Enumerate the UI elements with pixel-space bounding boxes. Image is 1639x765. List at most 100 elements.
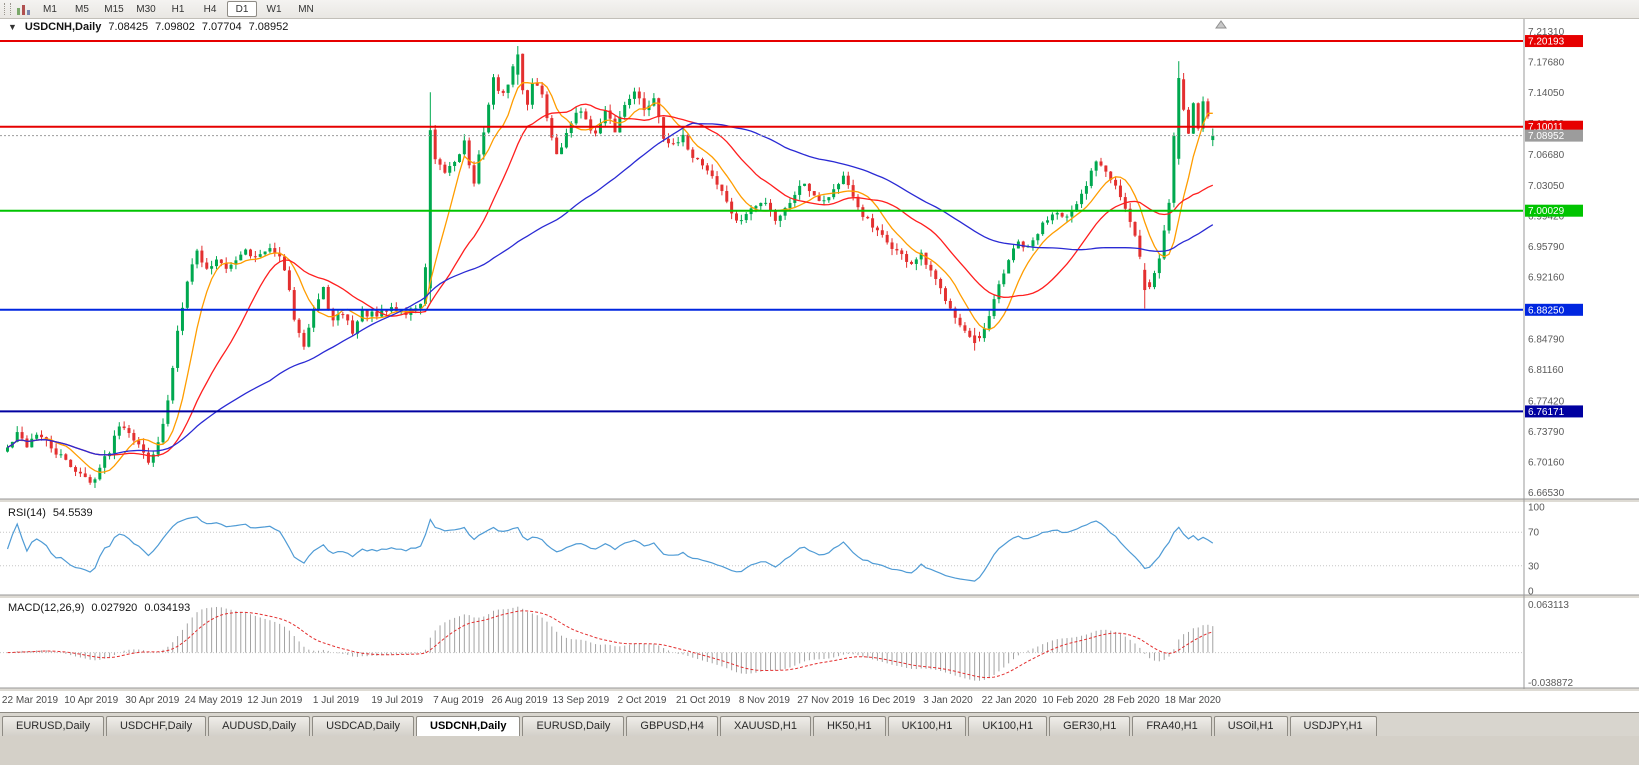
- ohlc-high: 7.09802: [155, 21, 195, 33]
- price-label-7.08952: [1525, 129, 1583, 142]
- chart-tab-uk100-h1[interactable]: UK100,H1: [887, 716, 967, 736]
- svg-text:26 Aug 2019: 26 Aug 2019: [492, 695, 549, 706]
- svg-text:7.00029: 7.00029: [1528, 206, 1565, 217]
- svg-text:19 Jul 2019: 19 Jul 2019: [371, 695, 423, 706]
- svg-text:6.66530: 6.66530: [1528, 488, 1565, 499]
- macd-signal-value: 0.034193: [144, 602, 191, 614]
- timeframe-button-m30[interactable]: M30: [136, 3, 156, 15]
- timeframe-button-m1[interactable]: M1: [43, 3, 57, 15]
- svg-text:21 Oct 2019: 21 Oct 2019: [676, 695, 731, 706]
- chart-tab-xauusd-h1[interactable]: XAUUSD,H1: [719, 716, 811, 736]
- svg-text:10 Feb 2020: 10 Feb 2020: [1042, 695, 1099, 706]
- svg-text:7.14050: 7.14050: [1528, 88, 1565, 99]
- chart-canvas[interactable]: 7.213107.176807.140507.104207.066807.030…: [0, 19, 1639, 712]
- chart-tab-usdjpy-h1[interactable]: USDJPY,H1: [1289, 716, 1377, 736]
- ma-line-21: [7, 103, 1214, 457]
- timeframe-button-mn[interactable]: MN: [298, 3, 314, 15]
- chart-title: ▼ USDCNH,Daily 7.08425 7.09802 7.07704 7…: [8, 21, 288, 33]
- ma-line-8: [7, 82, 1213, 474]
- timeframe-button-m5[interactable]: M5: [75, 3, 89, 15]
- svg-text:6.76171: 6.76171: [1528, 407, 1565, 418]
- chart-tab-uk100-h1[interactable]: UK100,H1: [968, 716, 1048, 736]
- svg-text:7.03050: 7.03050: [1528, 181, 1565, 192]
- price-label-7.10011: [1525, 120, 1583, 133]
- chart-tab-hk50-h1[interactable]: HK50,H1: [812, 716, 886, 736]
- timeframe-button-h4[interactable]: H4: [203, 3, 217, 15]
- svg-text:0: 0: [1528, 587, 1534, 598]
- svg-text:6.88250: 6.88250: [1528, 305, 1565, 316]
- chart-tab-usdcad-daily[interactable]: USDCAD,Daily: [312, 716, 415, 736]
- chart-symbol-period: USDCNH,Daily: [24, 21, 102, 33]
- svg-text:7.17680: 7.17680: [1528, 58, 1565, 69]
- svg-text:8 Nov 2019: 8 Nov 2019: [739, 695, 791, 706]
- chart-menu-arrow-icon[interactable]: ▼: [8, 22, 17, 32]
- svg-text:6.77420: 6.77420: [1528, 396, 1565, 407]
- chart-tab-usdchf-daily[interactable]: USDCHF,Daily: [105, 716, 207, 736]
- svg-text:6.84790: 6.84790: [1528, 334, 1565, 345]
- svg-text:27 Nov 2019: 27 Nov 2019: [797, 695, 854, 706]
- svg-text:13 Sep 2019: 13 Sep 2019: [552, 695, 609, 706]
- svg-text:18 Mar 2020: 18 Mar 2020: [1165, 695, 1222, 706]
- svg-text:30: 30: [1528, 561, 1540, 572]
- svg-text:6.70160: 6.70160: [1528, 457, 1565, 468]
- svg-text:6.81160: 6.81160: [1528, 365, 1564, 376]
- svg-text:7.21310: 7.21310: [1528, 27, 1565, 38]
- price-label-7.00029: [1525, 204, 1583, 217]
- chart-tabbar: EURUSD,Daily USDCHF,Daily AUDUSD,Daily USDC…: [0, 712, 1639, 736]
- macd-label: MACD(12,26,9): [8, 602, 85, 614]
- svg-text:3 Jan 2020: 3 Jan 2020: [923, 695, 973, 706]
- svg-text:30 Apr 2019: 30 Apr 2019: [125, 695, 179, 706]
- chart-tab-eurusd-daily[interactable]: EURUSD,Daily: [2, 716, 104, 736]
- chart-window: 7.213107.176807.140507.104207.066807.030…: [0, 19, 1639, 712]
- chart-tab-audusd-daily[interactable]: AUDUSD,Daily: [208, 716, 311, 736]
- chart-tab-usdcnh-daily[interactable]: USDCNH,Daily: [416, 716, 521, 736]
- toolbar-drag-handle[interactable]: [4, 3, 11, 15]
- svg-text:0.063113: 0.063113: [1528, 600, 1569, 611]
- timeframe-button-h1[interactable]: H1: [171, 3, 185, 15]
- ma-line-55: [7, 122, 1214, 456]
- ohlc-open: 7.08425: [108, 21, 149, 33]
- macd-signal-line: [7, 610, 1213, 679]
- chart-tab-usoil-h1[interactable]: USOil,H1: [1213, 716, 1288, 736]
- time-axis: 22 Mar 2019 10 Apr 2019 30 Apr 2019 24 May …: [2, 695, 1221, 706]
- svg-text:22 Mar 2019: 22 Mar 2019: [2, 695, 59, 706]
- ohlc-low: 7.07704: [201, 21, 242, 33]
- svg-text:7.08952: 7.08952: [1528, 131, 1565, 142]
- timeframe-buttons: M1 M5 M15 M30 H1 H4 D1 W1 MN: [35, 1, 321, 17]
- price-label-6.88250: [1525, 303, 1583, 316]
- macd-pane-title: MACD(12,26,9) 0.027920 0.034193: [8, 602, 190, 614]
- price-label-7.20193: [1525, 35, 1583, 48]
- timeframe-button-w1[interactable]: W1: [266, 3, 282, 15]
- candlestick-series: [6, 46, 1215, 488]
- svg-text:7.20193: 7.20193: [1528, 37, 1565, 48]
- chart-shift-marker[interactable]: [1215, 20, 1227, 29]
- svg-text:70: 70: [1528, 528, 1540, 539]
- chart-tab-fra40-h1[interactable]: FRA40,H1: [1132, 716, 1212, 736]
- chart-periods-icon[interactable]: [16, 3, 31, 16]
- svg-text:6.99420: 6.99420: [1528, 211, 1565, 222]
- svg-text:7 Aug 2019: 7 Aug 2019: [433, 695, 484, 706]
- chart-tab-gbpusd-h4[interactable]: GBPUSD,H4: [626, 716, 718, 736]
- svg-text:2 Oct 2019: 2 Oct 2019: [618, 695, 667, 706]
- svg-text:-0.038872: -0.038872: [1528, 678, 1573, 689]
- svg-text:22 Jan 2020: 22 Jan 2020: [982, 695, 1037, 706]
- timeframe-toolbar: M1 M5 M15 M30 H1 H4 D1 W1 MN: [0, 0, 1639, 19]
- rsi-value: 54.5539: [52, 507, 93, 519]
- rsi-label: RSI(14): [8, 507, 46, 519]
- ohlc-close: 7.08952: [248, 21, 289, 33]
- svg-text:7.10011: 7.10011: [1528, 122, 1564, 133]
- svg-text:16 Dec 2019: 16 Dec 2019: [858, 695, 915, 706]
- chart-tab-eurusd-daily[interactable]: EURUSD,Daily: [522, 716, 625, 736]
- svg-text:6.92160: 6.92160: [1528, 272, 1565, 283]
- svg-text:1 Jul 2019: 1 Jul 2019: [313, 695, 360, 706]
- rsi-pane-title: RSI(14) 54.5539: [8, 507, 93, 519]
- svg-text:7.06680: 7.06680: [1528, 150, 1565, 161]
- svg-text:100: 100: [1528, 503, 1545, 514]
- svg-text:28 Feb 2020: 28 Feb 2020: [1104, 695, 1161, 706]
- chart-tab-ger30-h1[interactable]: GER30,H1: [1049, 716, 1131, 736]
- svg-text:6.95790: 6.95790: [1528, 242, 1565, 253]
- window-bottom-area: [0, 736, 1639, 765]
- timeframe-button-d1[interactable]: D1: [227, 1, 257, 17]
- rsi-line: [6, 516, 1214, 582]
- timeframe-button-m15[interactable]: M15: [104, 3, 124, 15]
